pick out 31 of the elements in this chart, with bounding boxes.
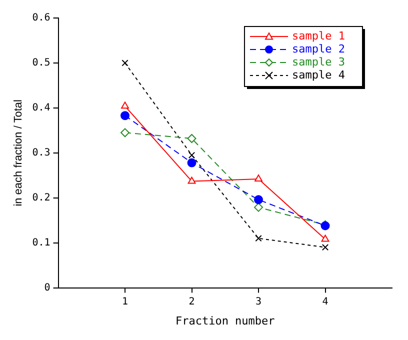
point	[254, 195, 264, 204]
point	[121, 102, 129, 109]
legend-label: sample 3	[292, 55, 345, 68]
legend-label: sample 1	[292, 29, 345, 42]
point	[122, 60, 128, 66]
y-tick-label: 0.3	[32, 147, 50, 158]
legend-label: sample 2	[292, 42, 345, 56]
y-axis-title: in each fraction / Total	[12, 99, 25, 206]
x-tick-label: 4	[322, 296, 328, 308]
y-tick-label: 0.2	[32, 192, 50, 204]
x-tick-label: 2	[188, 296, 195, 308]
point	[188, 176, 196, 184]
point	[254, 202, 264, 212]
x-axis-title: Fraction number	[175, 314, 276, 328]
point	[254, 174, 262, 182]
y-tick-label: 0.5	[32, 58, 50, 69]
point	[255, 235, 262, 242]
y-tick-label: 0	[44, 282, 50, 294]
point	[322, 244, 329, 251]
point	[187, 158, 196, 168]
point	[187, 134, 196, 144]
y-tick-label: 0.1	[32, 237, 50, 248]
legend-label: sample 4	[292, 68, 346, 82]
point	[120, 128, 130, 138]
point	[321, 234, 330, 242]
x-tick-label: 1	[122, 296, 128, 308]
y-tick-label: 0.4	[32, 102, 50, 114]
x-tick-label: 3	[255, 296, 262, 308]
point	[188, 152, 196, 158]
y-tick-label: 0.6	[32, 12, 50, 24]
point	[120, 111, 130, 120]
